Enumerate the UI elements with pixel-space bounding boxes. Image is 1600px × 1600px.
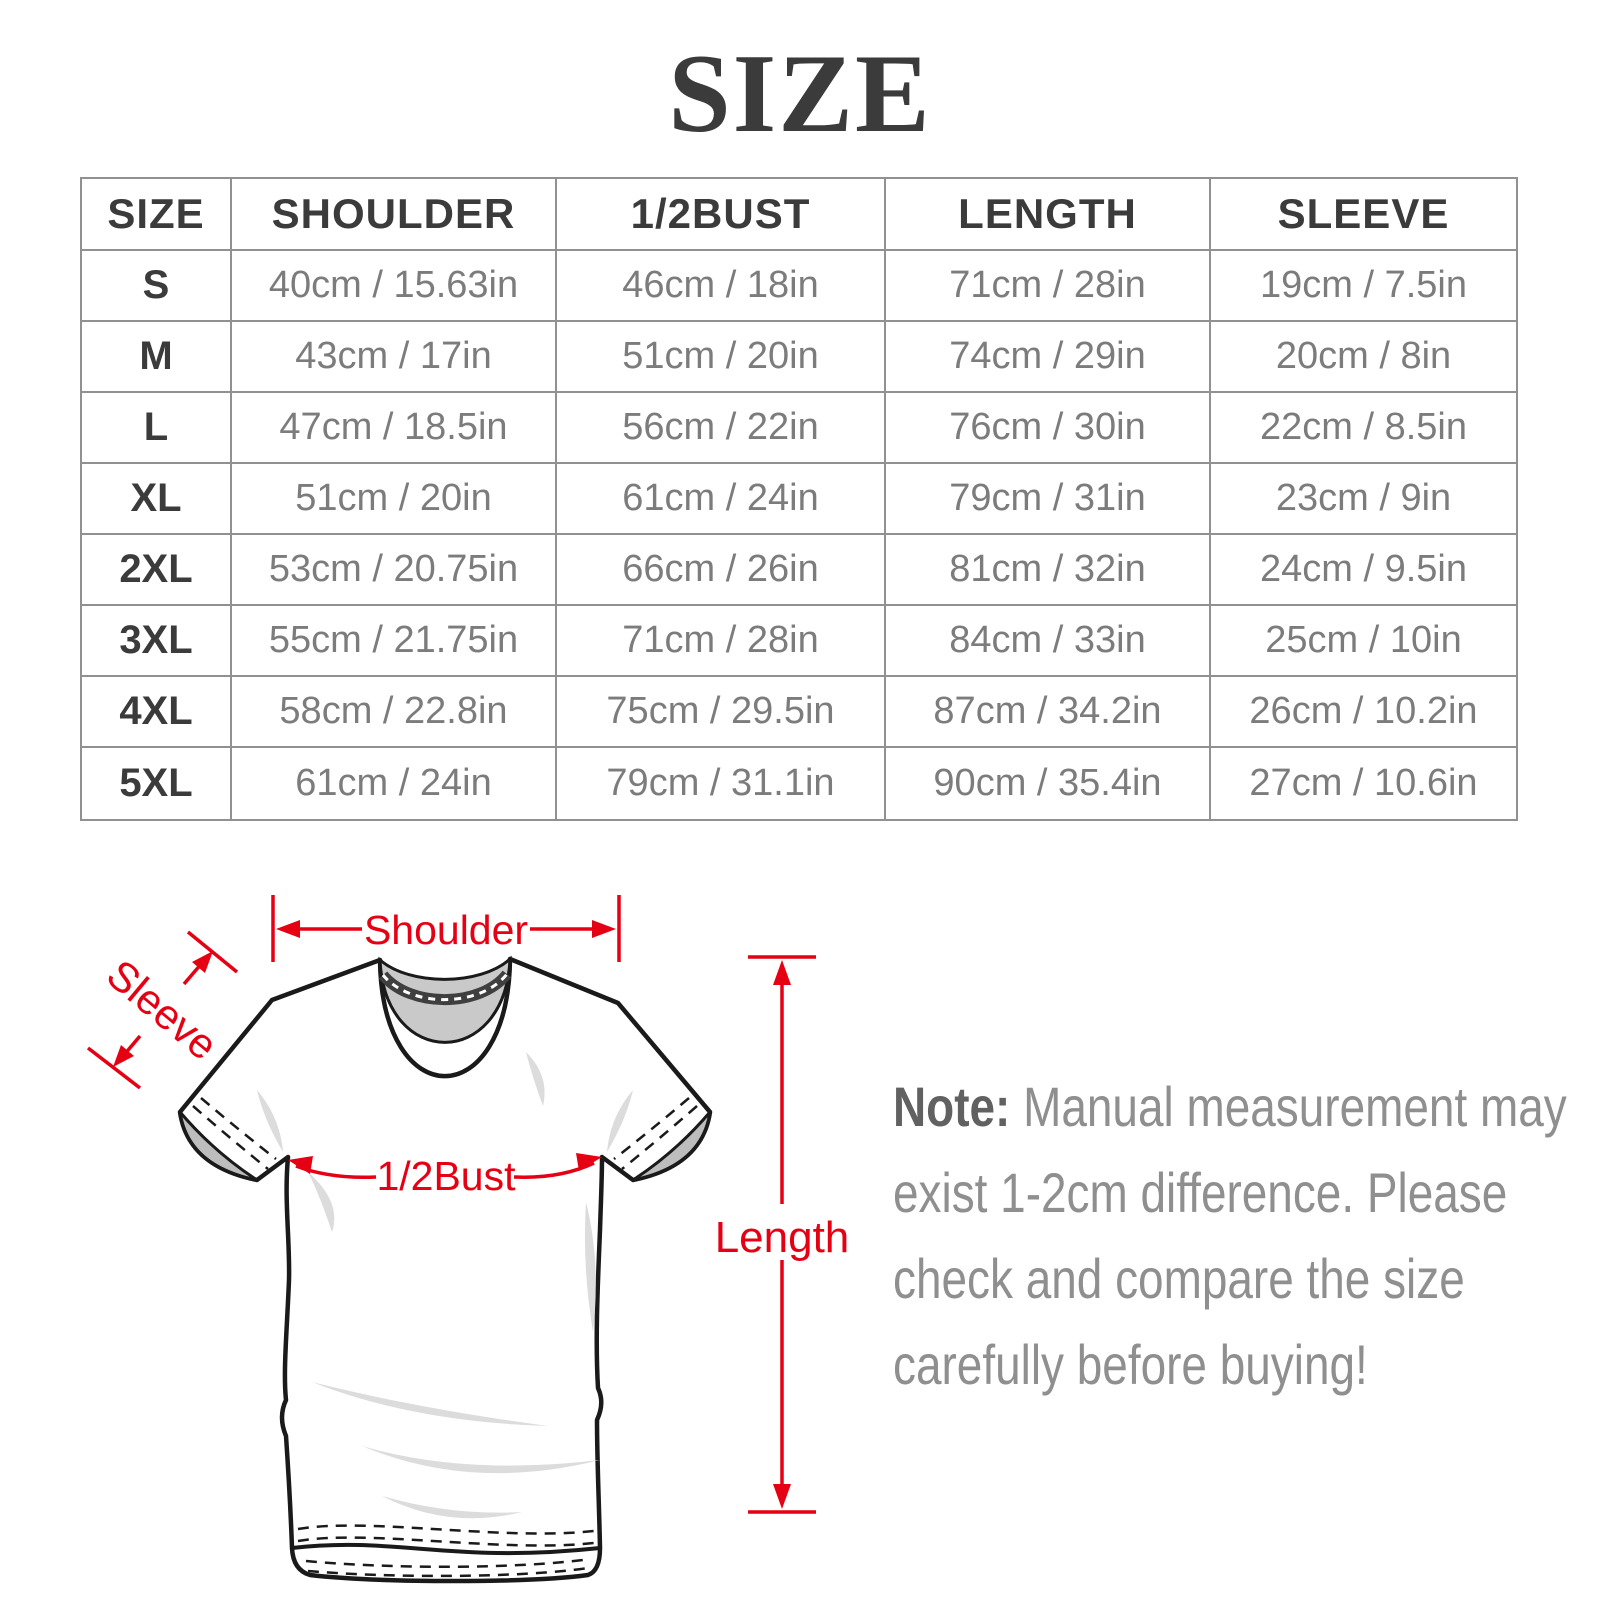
hem-stitch bbox=[305, 1557, 591, 1569]
cuff-stitch bbox=[192, 1105, 269, 1170]
size-table-cell: 76cm / 30in bbox=[886, 393, 1211, 464]
hem-stitch bbox=[297, 1524, 595, 1535]
size-table-cell: 47cm / 18.5in bbox=[232, 393, 557, 464]
size-table-cell: 71cm / 28in bbox=[886, 251, 1211, 322]
tshirt-illustration: Shoulder Sleeve 1/2Bust bbox=[86, 895, 850, 1584]
wrinkle-shade bbox=[308, 1172, 335, 1232]
note-text: Note: Manual measurement may exist 1-2cm… bbox=[893, 1064, 1600, 1408]
length-arrow: Length bbox=[715, 955, 850, 1514]
size-table-cell: 87cm / 34.2in bbox=[886, 677, 1211, 748]
note-line: exist 1-2cm difference. Please bbox=[893, 1161, 1508, 1224]
size-table-cell: 22cm / 8.5in bbox=[1211, 393, 1516, 464]
sleeve-label: Sleeve bbox=[98, 950, 227, 1069]
collar-stitch bbox=[381, 973, 509, 1002]
column-header: SLEEVE bbox=[1211, 179, 1516, 251]
wrinkle-shade bbox=[526, 1052, 545, 1106]
size-row-label: 5XL bbox=[82, 748, 232, 819]
note-line: carefully before buying! bbox=[893, 1333, 1368, 1396]
column-header: SHOULDER bbox=[232, 179, 557, 251]
wrinkle-shade bbox=[382, 1496, 522, 1519]
size-table-cell: 61cm / 24in bbox=[557, 464, 886, 535]
size-table-cell: 53cm / 20.75in bbox=[232, 535, 557, 606]
wrinkle-shade bbox=[584, 1202, 596, 1332]
size-row-label: 2XL bbox=[82, 535, 232, 606]
size-table-cell: 81cm / 32in bbox=[886, 535, 1211, 606]
column-header: LENGTH bbox=[886, 179, 1211, 251]
size-row-label: M bbox=[82, 322, 232, 393]
length-label: Length bbox=[715, 1213, 850, 1262]
sleeve-arrow: Sleeve bbox=[86, 930, 239, 1090]
size-table-cell: 46cm / 18in bbox=[557, 251, 886, 322]
note-line: check and compare the size bbox=[893, 1247, 1465, 1310]
hem-fold-line bbox=[291, 1542, 601, 1556]
size-table-cell: 55cm / 21.75in bbox=[232, 606, 557, 677]
size-table-cell: 75cm / 29.5in bbox=[557, 677, 886, 748]
cuff-stitch bbox=[621, 1105, 698, 1170]
size-table-cell: 58cm / 22.8in bbox=[232, 677, 557, 748]
bust-label: 1/2Bust bbox=[376, 1153, 516, 1199]
size-row-label: XL bbox=[82, 464, 232, 535]
tshirt-outline bbox=[177, 956, 713, 1584]
hem-stitch bbox=[297, 1536, 595, 1547]
size-row-label: 4XL bbox=[82, 677, 232, 748]
wrinkle-shade bbox=[257, 1090, 283, 1152]
note-line: Note: Manual measurement may bbox=[893, 1064, 1600, 1150]
cuff-stitch bbox=[200, 1097, 277, 1160]
size-table-cell: 43cm / 17in bbox=[232, 322, 557, 393]
cuff-stitch bbox=[613, 1097, 690, 1160]
note-label: Note: bbox=[893, 1075, 1011, 1138]
shoulder-label: Shoulder bbox=[364, 907, 528, 953]
size-row-label: S bbox=[82, 251, 232, 322]
size-table-cell: 20cm / 8in bbox=[1211, 322, 1516, 393]
column-header: SIZE bbox=[82, 179, 232, 251]
size-row-label: 3XL bbox=[82, 606, 232, 677]
tshirt-diagram: Shoulder Sleeve 1/2Bust bbox=[80, 880, 900, 1600]
size-row-label: L bbox=[82, 393, 232, 464]
hem-stitch bbox=[307, 1566, 589, 1578]
size-table: SIZE SHOULDER 1/2BUST LENGTH SLEEVE S 40cm / 1… bbox=[80, 177, 1518, 821]
size-table-cell: 26cm / 10.2in bbox=[1211, 677, 1516, 748]
size-table-cell: 56cm / 22in bbox=[557, 393, 886, 464]
wrinkle-shade bbox=[362, 1446, 600, 1474]
size-table-cell: 24cm / 9.5in bbox=[1211, 535, 1516, 606]
size-table-cell: 40cm / 15.63in bbox=[232, 251, 557, 322]
page-title: SIZE bbox=[668, 32, 932, 156]
size-table-cell: 79cm / 31in bbox=[886, 464, 1211, 535]
size-table-cell: 27cm / 10.6in bbox=[1249, 762, 1478, 804]
size-table-cell: 51cm / 20in bbox=[557, 322, 886, 393]
size-table-cell: 71cm / 28in bbox=[557, 606, 886, 677]
wrinkle-shade bbox=[607, 1090, 633, 1152]
right-cuff bbox=[631, 1110, 712, 1182]
shoulder-arrow: Shoulder bbox=[271, 895, 621, 962]
size-table-cell: 19cm / 7.5in bbox=[1211, 251, 1516, 322]
size-table-cell: 51cm / 20in bbox=[232, 464, 557, 535]
note-line-text: Manual measurement may bbox=[1023, 1075, 1567, 1138]
size-table-cell: 84cm / 33in bbox=[886, 606, 1211, 677]
size-table-cell: 66cm / 26in bbox=[557, 535, 886, 606]
size-table-cell: 23cm / 9in bbox=[1211, 464, 1516, 535]
size-table-cell: 90cm / 35.4in bbox=[886, 748, 1211, 819]
column-header: 1/2BUST bbox=[557, 179, 886, 251]
size-table-cell: 25cm / 10in bbox=[1211, 606, 1516, 677]
size-table-cell: 74cm / 29in bbox=[886, 322, 1211, 393]
size-table-cell: 61cm / 24in bbox=[232, 748, 557, 819]
size-table-cell: 79cm / 31.1in bbox=[557, 748, 886, 819]
bust-arrow: 1/2Bust bbox=[288, 1153, 602, 1199]
left-cuff bbox=[178, 1110, 259, 1182]
